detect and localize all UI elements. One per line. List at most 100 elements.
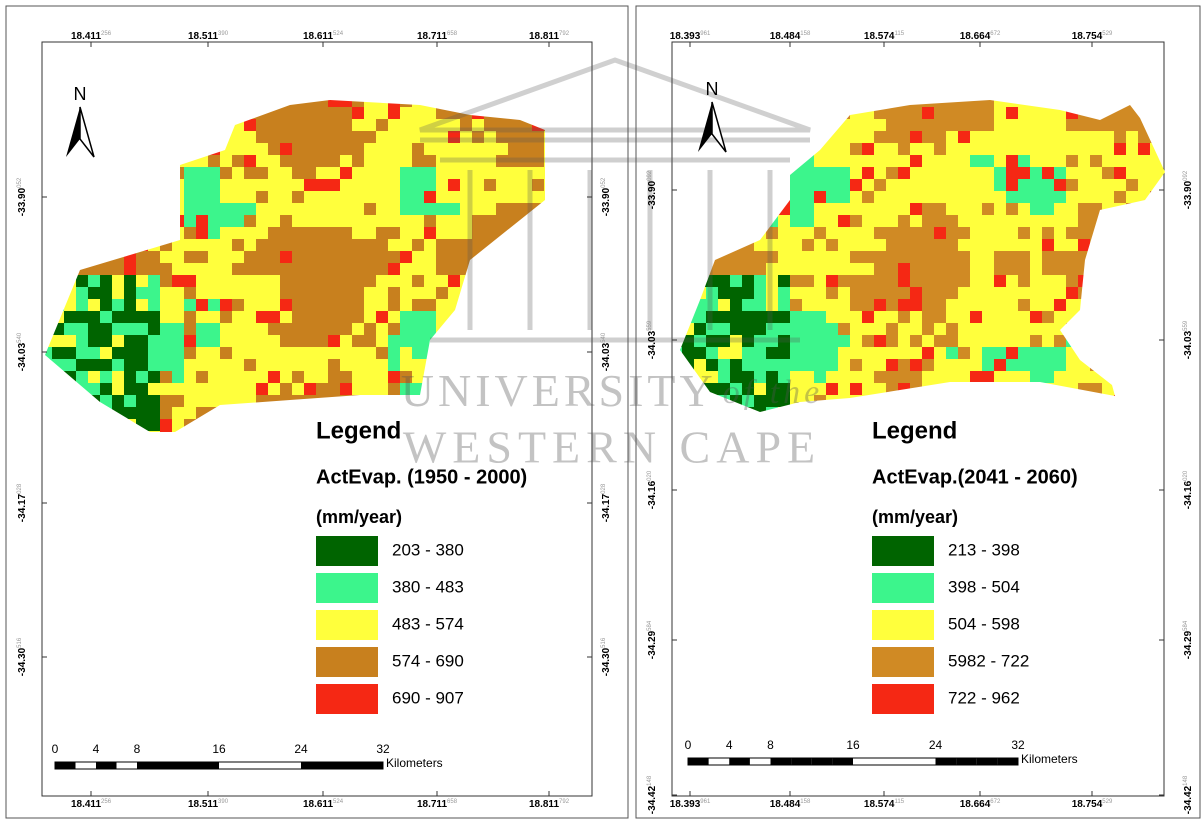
raster-cell	[268, 131, 280, 143]
raster-cell	[922, 347, 934, 359]
raster-cell	[172, 335, 184, 347]
raster-cell	[268, 275, 280, 287]
raster-cell	[184, 155, 196, 167]
raster-cell	[244, 335, 256, 347]
raster-cell	[886, 95, 898, 107]
raster-cell	[100, 359, 112, 371]
raster-cell	[88, 227, 100, 239]
raster-cell	[1006, 95, 1018, 107]
raster-cell	[982, 311, 994, 323]
raster-cell	[958, 191, 970, 203]
raster-cell	[172, 191, 184, 203]
raster-cell	[1078, 347, 1090, 359]
raster-cell	[682, 167, 694, 179]
raster-cell	[328, 263, 340, 275]
raster-cell	[874, 383, 886, 395]
raster-cell	[292, 419, 304, 431]
raster-cell	[946, 143, 958, 155]
raster-cell	[328, 335, 340, 347]
raster-cell	[52, 395, 64, 407]
raster-cell	[898, 347, 910, 359]
raster-cell	[244, 359, 256, 371]
raster-cell	[1102, 383, 1114, 395]
tick-main: -34.30	[17, 647, 28, 676]
raster-cell	[400, 227, 412, 239]
raster-cell	[220, 227, 232, 239]
raster-cell	[994, 383, 1006, 395]
raster-cell	[400, 251, 412, 263]
raster-cell	[268, 299, 280, 311]
scale-label: 4	[726, 738, 733, 752]
raster-cell	[1030, 215, 1042, 227]
raster-cell	[472, 215, 484, 227]
raster-cell	[886, 227, 898, 239]
raster-cell	[1006, 107, 1018, 119]
scale-bar-segment	[137, 762, 158, 769]
raster-cell	[850, 263, 862, 275]
raster-cell	[922, 359, 934, 371]
raster-cell	[124, 263, 136, 275]
raster-cell	[862, 143, 874, 155]
raster-cell	[328, 383, 340, 395]
raster-cell	[838, 263, 850, 275]
raster-cell	[1126, 95, 1138, 107]
raster-cell	[826, 395, 838, 407]
raster-cell	[280, 359, 292, 371]
raster-cell	[754, 299, 766, 311]
raster-cell	[256, 371, 268, 383]
raster-cell	[814, 227, 826, 239]
raster-cell	[124, 239, 136, 251]
raster-cell	[124, 347, 136, 359]
raster-cell	[532, 323, 544, 335]
raster-cell	[946, 167, 958, 179]
raster-cell	[1006, 335, 1018, 347]
raster-cell	[946, 323, 958, 335]
scale-bar-segment	[199, 762, 220, 769]
raster-cell	[520, 107, 532, 119]
raster-cell	[1150, 215, 1162, 227]
raster-cell	[934, 383, 946, 395]
tick-main: -33.90	[1183, 180, 1194, 209]
raster-cell	[838, 239, 850, 251]
raster-cell	[694, 167, 706, 179]
raster-cell	[400, 287, 412, 299]
raster-cell	[460, 347, 472, 359]
raster-cell	[232, 431, 244, 443]
x-tick-label: 18.511390	[188, 31, 229, 42]
raster-cell	[232, 95, 244, 107]
raster-cell	[304, 215, 316, 227]
raster-cell	[1090, 359, 1102, 371]
raster-cell	[376, 95, 388, 107]
raster-cell	[718, 311, 730, 323]
raster-cell	[1054, 359, 1066, 371]
raster-cell	[424, 179, 436, 191]
raster-cell	[304, 131, 316, 143]
raster-cell	[778, 179, 790, 191]
raster-cell	[838, 95, 850, 107]
raster-cell	[994, 323, 1006, 335]
raster-cell	[88, 359, 100, 371]
raster-cell	[352, 311, 364, 323]
raster-cell	[232, 143, 244, 155]
raster-cell	[1114, 227, 1126, 239]
raster-cell	[814, 203, 826, 215]
raster-cell	[532, 251, 544, 263]
raster-cell	[112, 407, 124, 419]
raster-cell	[172, 323, 184, 335]
raster-cell	[268, 347, 280, 359]
raster-cell	[838, 107, 850, 119]
raster-cell	[1030, 263, 1042, 275]
raster-cell	[124, 419, 136, 431]
raster-cell	[76, 203, 88, 215]
raster-cell	[994, 299, 1006, 311]
raster-cell	[268, 167, 280, 179]
raster-cell	[790, 299, 802, 311]
raster-cell	[826, 155, 838, 167]
raster-cell	[1138, 347, 1150, 359]
raster-cell	[994, 287, 1006, 299]
tick-sup: 792	[559, 31, 570, 37]
raster-cell	[136, 299, 148, 311]
raster-cell	[232, 167, 244, 179]
page: {"watermark": {"line1": "UNIVERSITY", "l…	[0, 0, 1204, 824]
raster-cell	[424, 275, 436, 287]
